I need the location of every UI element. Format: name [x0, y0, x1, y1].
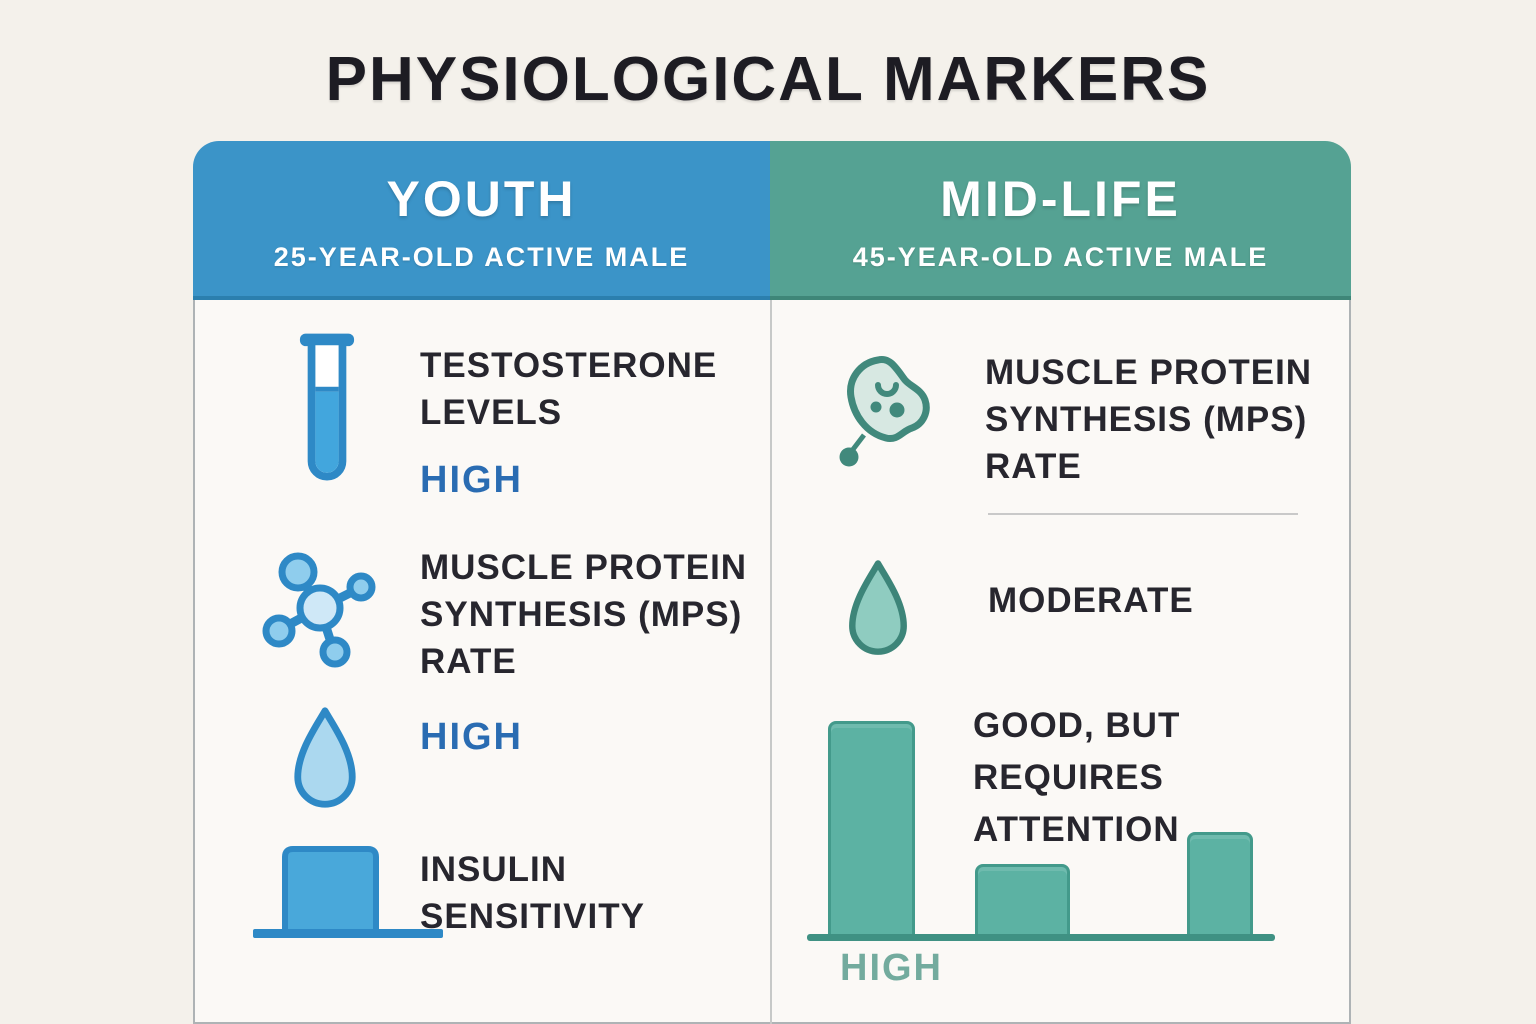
- comparison-card: YOUTH 25-YEAR-OLD ACTIVE MALE MID-LIFE 4…: [193, 141, 1351, 1024]
- midlife-title: MID-LIFE: [940, 171, 1181, 227]
- youth-title: YOUTH: [386, 171, 577, 227]
- chart-baseline: [807, 934, 1275, 941]
- chart-bar-label: HIGH: [840, 947, 943, 989]
- card-body: [193, 300, 1351, 1024]
- midlife-column-header: MID-LIFE 45-YEAR-OLD ACTIVE MALE: [770, 141, 1351, 300]
- midlife-insulin-label: GOOD, BUT REQUIRES ATTENTION: [973, 706, 1181, 849]
- midlife-mps-value: MODERATE: [988, 581, 1194, 620]
- youth-mps-value: HIGH: [420, 716, 523, 758]
- molecule-icon: [262, 548, 378, 673]
- water-drop-icon: [843, 558, 913, 664]
- chart-bar: [828, 721, 915, 938]
- testosterone-label: TESTOSTERONE LEVELS: [420, 346, 718, 432]
- youth-column-header: YOUTH 25-YEAR-OLD ACTIVE MALE: [193, 141, 770, 300]
- section-divider: [988, 513, 1298, 515]
- chart-bar: [975, 864, 1070, 938]
- insulin-label: INSULIN SENSITIVITY: [420, 850, 645, 936]
- testosterone-value: HIGH: [420, 459, 523, 501]
- water-drop-icon: [288, 705, 362, 817]
- page-title: PHYSIOLOGICAL MARKERS: [325, 45, 1211, 114]
- test-tube-icon: [298, 333, 356, 490]
- muscle-cell-icon: [838, 355, 930, 475]
- youth-mps-label: MUSCLE PROTEIN SYNTHESIS (MPS) RATE: [420, 548, 748, 681]
- insulin-bar-icon: [253, 843, 443, 948]
- midlife-mps-label: MUSCLE PROTEIN SYNTHESIS (MPS) RATE: [985, 353, 1313, 486]
- mini-bar-chart: [807, 715, 1275, 941]
- column-divider: [770, 300, 772, 1024]
- midlife-subtitle: 45-YEAR-OLD ACTIVE MALE: [852, 242, 1269, 272]
- chart-bar: [1187, 832, 1253, 938]
- youth-subtitle: 25-YEAR-OLD ACTIVE MALE: [273, 242, 690, 272]
